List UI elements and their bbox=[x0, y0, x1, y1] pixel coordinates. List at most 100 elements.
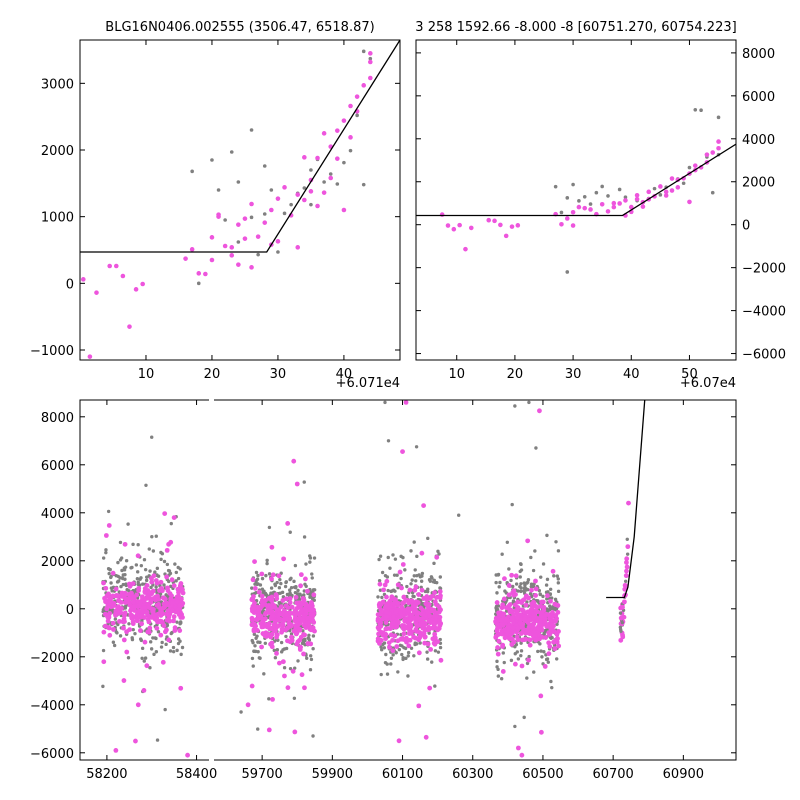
lc-gray-point-1589 bbox=[397, 647, 402, 652]
lc-magenta-point-2592 bbox=[546, 651, 552, 657]
tl-magenta-point-54 bbox=[361, 83, 367, 88]
lc-magenta-point-1389 bbox=[307, 614, 313, 620]
lc-magenta-point-2785 bbox=[515, 625, 521, 631]
lc-ytick-label: −2000 bbox=[30, 651, 74, 666]
lc-magenta-point-1339 bbox=[270, 696, 275, 702]
lc-magenta-point-2697 bbox=[506, 592, 512, 598]
lc-magenta-point-2015 bbox=[376, 631, 381, 637]
lc-gray-point-838 bbox=[267, 525, 272, 530]
lc-gray-point-1701 bbox=[427, 631, 431, 635]
lc-magenta-point-2088 bbox=[422, 634, 428, 640]
lc-gray-point-244 bbox=[174, 579, 178, 583]
lc-magenta-point-2010 bbox=[428, 646, 434, 652]
lc-ytick-label: −4000 bbox=[30, 699, 74, 714]
lc-magenta-point-644 bbox=[142, 586, 148, 591]
lc-magenta-point-2738 bbox=[556, 629, 561, 634]
lc-magenta-point-455 bbox=[106, 523, 112, 528]
lc-magenta-outlier-2818 bbox=[537, 408, 542, 414]
lc-magenta-point-2566 bbox=[506, 583, 512, 588]
lc-magenta-point-1972 bbox=[390, 648, 396, 654]
lc-gray-point-1499 bbox=[432, 561, 436, 566]
lc-gray-point-1070 bbox=[250, 638, 254, 643]
lc-event-point-2855 bbox=[624, 568, 629, 574]
tl-gray-point-0 bbox=[190, 169, 194, 174]
lc-magenta-point-2077 bbox=[415, 615, 420, 621]
lc-magenta-point-694 bbox=[174, 599, 180, 605]
tl-magenta-point-30 bbox=[275, 196, 281, 201]
tr-magenta-point-25 bbox=[617, 201, 622, 206]
lc-gray-point-1638 bbox=[430, 660, 434, 664]
tl-magenta-point-6 bbox=[127, 324, 132, 329]
lc-magenta-point-695 bbox=[155, 619, 161, 625]
lc-gray-point-368 bbox=[148, 666, 152, 670]
lc-magenta-point-1332 bbox=[285, 605, 291, 610]
lc-magenta-point-2086 bbox=[401, 637, 406, 642]
lc-magenta-point-1289 bbox=[309, 607, 315, 613]
lc-gray-point-352 bbox=[153, 636, 157, 640]
lc-magenta-point-502 bbox=[160, 659, 166, 665]
lc-gray-point-2421 bbox=[547, 608, 551, 612]
lc-magenta-point-689 bbox=[127, 627, 133, 632]
lc-gray-point-2219 bbox=[555, 574, 560, 578]
lc-magenta-point-655 bbox=[180, 590, 186, 596]
lc-gray-point-811 bbox=[278, 577, 282, 582]
lc-xtick-label: 60100 bbox=[382, 767, 423, 782]
lc-gray-point-360 bbox=[113, 617, 118, 621]
tr-magenta-point-30 bbox=[634, 196, 640, 202]
lc-gray-point-723 bbox=[304, 562, 308, 566]
lc-gray-point-266 bbox=[175, 648, 179, 653]
lc-gray-point-11 bbox=[143, 567, 148, 572]
tl-magenta-point-11 bbox=[196, 271, 202, 276]
tr-gray-point-3 bbox=[565, 196, 570, 200]
lc-ytick-label: 2000 bbox=[41, 555, 74, 570]
lc-magenta-point-2061 bbox=[426, 602, 432, 608]
tl-gray-point-8 bbox=[249, 128, 254, 132]
lc-gray-point-1434 bbox=[384, 652, 388, 657]
lc-gray-point-13 bbox=[131, 627, 135, 632]
lc-gray-point-2323 bbox=[519, 586, 523, 590]
lc-gray-point-828 bbox=[258, 640, 262, 645]
lc-gray-point-81 bbox=[180, 645, 185, 650]
lc-magenta-point-481 bbox=[164, 574, 170, 580]
lc-magenta-point-1342 bbox=[249, 622, 255, 628]
lc-magenta-point-2078 bbox=[375, 617, 381, 623]
tl-magenta-point-48 bbox=[341, 118, 347, 123]
lc-gray-point-300 bbox=[138, 577, 142, 581]
lc-gray-point-1552 bbox=[403, 568, 407, 572]
lc-gray-point-1653 bbox=[420, 574, 424, 578]
lc-magenta-point-2713 bbox=[500, 622, 506, 628]
lc-magenta-point-2099 bbox=[402, 607, 407, 613]
lc-magenta-point-1304 bbox=[283, 596, 289, 602]
lc-gray-point-942 bbox=[289, 632, 294, 636]
tl-magenta-point-36 bbox=[302, 155, 307, 160]
lc-magenta-point-2717 bbox=[550, 610, 555, 615]
lc-magenta-point-2685 bbox=[511, 588, 517, 594]
lc-magenta-point-618 bbox=[133, 604, 139, 609]
tl-gray-point-6 bbox=[236, 180, 241, 184]
lc-gray-point-847 bbox=[255, 634, 259, 638]
lc-magenta-point-1318 bbox=[298, 583, 304, 589]
tl-gray-point-9 bbox=[249, 215, 254, 220]
lc-magenta-point-2723 bbox=[521, 597, 527, 602]
lc-magenta-point-2548 bbox=[556, 643, 562, 649]
tl-magenta-point-27 bbox=[262, 220, 268, 225]
lc-magenta-point-581 bbox=[161, 623, 167, 629]
lc-gray-point-1699 bbox=[391, 553, 395, 557]
lc-gray-point-285 bbox=[158, 592, 163, 596]
lc-magenta-point-1860 bbox=[432, 635, 438, 641]
tl-magenta-point-43 bbox=[321, 190, 327, 195]
lc-magenta-point-2781 bbox=[522, 617, 528, 623]
lc-gray-point-1657 bbox=[433, 684, 437, 688]
lc-event-point-2866 bbox=[623, 579, 628, 584]
lc-magenta-outlier-2817 bbox=[400, 449, 405, 454]
lc-magenta-point-1395 bbox=[297, 647, 303, 652]
lc-gray-point-292 bbox=[104, 548, 108, 552]
tl-gray-point-24 bbox=[335, 182, 340, 186]
lc-gray-point-2123 bbox=[496, 604, 501, 608]
lc-magenta-point-2095 bbox=[386, 601, 391, 606]
lc-gray-point-1739 bbox=[382, 646, 387, 650]
lc-magenta-point-2792 bbox=[529, 623, 535, 629]
tl-ytick-label: 3000 bbox=[41, 77, 74, 92]
lc-magenta-point-622 bbox=[101, 659, 107, 665]
